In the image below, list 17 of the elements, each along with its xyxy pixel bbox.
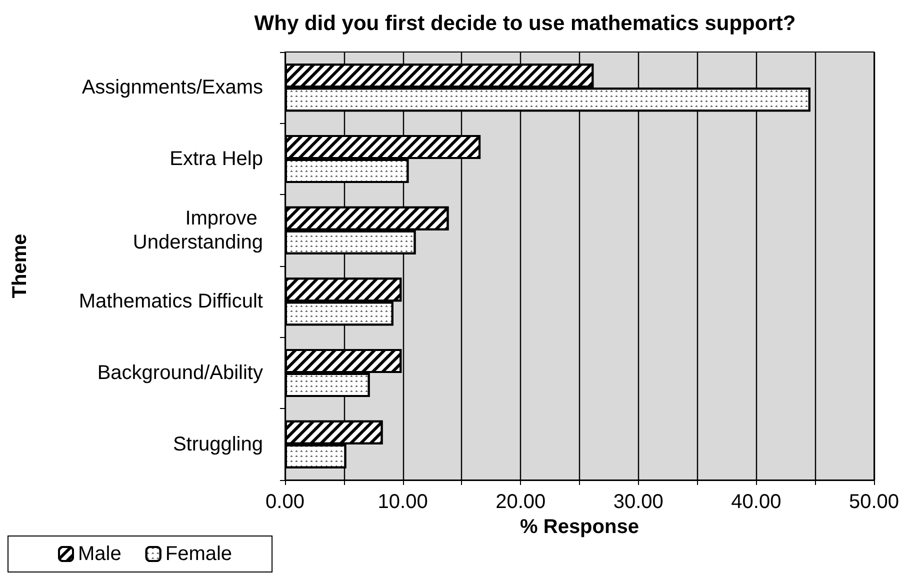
y-tick-label: Improve Understanding [132,207,263,254]
y-axis-title: Theme [9,234,31,298]
x-tick-label: 10.00 [378,491,428,513]
chart-title: Why did you first decide to use mathematics support? [254,12,796,35]
x-axis-title: % Response [520,516,639,538]
y-tick-label: Extra Help [170,148,263,170]
x-tick-label: 50.00 [848,491,900,513]
x-tick-label: 20.00 [496,491,546,513]
legend-label: Male [78,543,122,565]
y-tick-label: Assignments/Exams [82,76,263,99]
y-tick-label: Background/Ability [97,362,263,384]
x-tick-label: 30.00 [613,491,664,513]
y-tick-label: Mathematics Difficult [78,290,264,313]
legend-label: Female [165,543,232,565]
x-tick-label: 0.00 [266,491,304,513]
y-tick-label: Struggling [172,433,263,456]
x-tick-label: 40.00 [731,491,782,513]
